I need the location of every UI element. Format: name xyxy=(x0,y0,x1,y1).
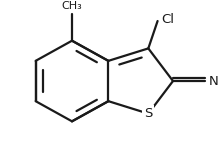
Text: Cl: Cl xyxy=(162,13,174,26)
Text: S: S xyxy=(144,107,153,120)
Text: N: N xyxy=(209,75,219,88)
Text: CH₃: CH₃ xyxy=(62,1,82,11)
